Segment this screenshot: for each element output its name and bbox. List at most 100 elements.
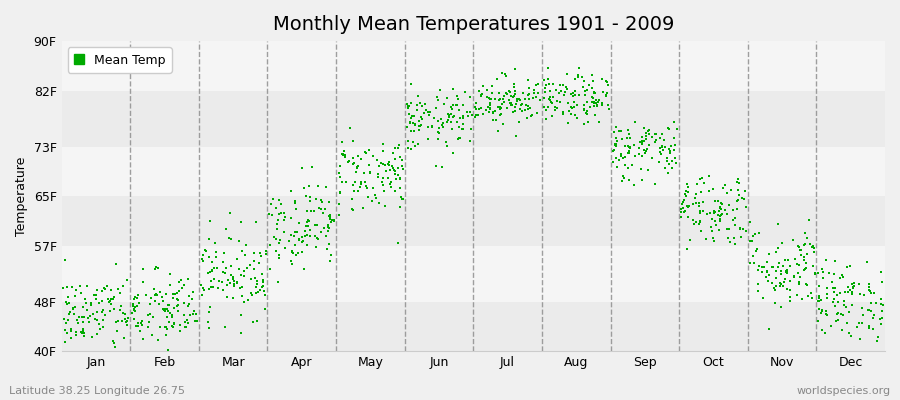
Point — [544, 94, 558, 100]
Point — [693, 176, 707, 182]
Point — [431, 129, 446, 135]
Point — [274, 237, 288, 244]
Point — [125, 310, 140, 316]
Point — [482, 100, 497, 106]
Point — [760, 259, 775, 266]
Point — [519, 102, 534, 108]
Point — [224, 236, 238, 242]
Point — [805, 244, 819, 250]
Point — [446, 114, 461, 120]
Point — [829, 318, 843, 324]
Point — [209, 254, 223, 260]
Point — [495, 96, 509, 102]
Point — [220, 277, 235, 284]
Point — [318, 205, 332, 212]
Point — [502, 89, 517, 96]
Point — [369, 194, 383, 201]
Point — [140, 324, 155, 330]
Point — [509, 101, 524, 108]
Point — [716, 211, 730, 218]
Point — [799, 260, 814, 266]
Point — [674, 209, 688, 216]
Point — [204, 277, 219, 284]
Point — [862, 325, 877, 331]
Point — [195, 285, 210, 292]
Point — [520, 115, 535, 121]
Point — [59, 284, 74, 290]
Point — [799, 281, 814, 288]
Point — [522, 90, 536, 97]
Point — [680, 184, 695, 190]
Point — [773, 270, 788, 277]
Point — [626, 182, 641, 188]
Point — [615, 178, 629, 184]
Text: worldspecies.org: worldspecies.org — [796, 386, 891, 396]
Point — [839, 303, 853, 310]
Point — [713, 218, 727, 224]
Point — [317, 225, 331, 231]
Point — [392, 175, 407, 181]
Point — [303, 198, 318, 204]
Point — [104, 301, 118, 307]
Point — [662, 126, 677, 132]
Point — [413, 122, 428, 129]
Point — [372, 163, 386, 170]
Point — [720, 190, 734, 197]
Point — [165, 312, 179, 318]
Point — [739, 203, 753, 210]
Point — [707, 210, 722, 216]
Point — [331, 170, 346, 176]
Point — [365, 198, 380, 204]
Point — [568, 92, 582, 98]
Point — [577, 78, 591, 84]
Point — [155, 294, 169, 300]
Point — [760, 278, 775, 284]
Point — [633, 151, 647, 158]
Point — [80, 283, 94, 289]
Point — [811, 317, 825, 324]
Point — [199, 248, 213, 254]
Point — [825, 298, 840, 305]
Point — [707, 238, 722, 244]
Point — [372, 200, 386, 206]
Point — [791, 243, 806, 250]
Point — [284, 188, 298, 194]
Point — [670, 126, 684, 132]
Point — [639, 133, 653, 139]
Point — [109, 260, 123, 267]
Point — [609, 142, 624, 149]
Point — [761, 326, 776, 332]
Point — [814, 326, 829, 333]
Point — [531, 90, 545, 96]
Point — [319, 184, 333, 190]
Point — [485, 109, 500, 116]
Point — [717, 182, 732, 188]
Point — [453, 135, 467, 141]
Point — [734, 234, 748, 240]
Point — [543, 88, 557, 94]
Point — [506, 93, 520, 100]
Point — [642, 131, 656, 138]
Point — [176, 300, 191, 306]
Point — [346, 182, 360, 188]
Point — [621, 143, 635, 150]
Point — [693, 189, 707, 195]
Point — [861, 323, 876, 330]
Point — [742, 238, 757, 244]
Point — [309, 244, 323, 251]
Point — [563, 91, 578, 97]
Point — [862, 307, 877, 313]
Point — [554, 82, 568, 89]
Point — [219, 226, 233, 232]
Point — [284, 232, 299, 239]
Point — [612, 157, 626, 163]
Point — [379, 168, 393, 174]
Point — [567, 112, 581, 118]
Point — [308, 222, 322, 228]
Point — [587, 89, 601, 95]
Point — [311, 236, 326, 242]
Point — [210, 265, 224, 271]
Point — [662, 146, 676, 152]
Point — [252, 260, 266, 266]
Point — [284, 215, 298, 222]
